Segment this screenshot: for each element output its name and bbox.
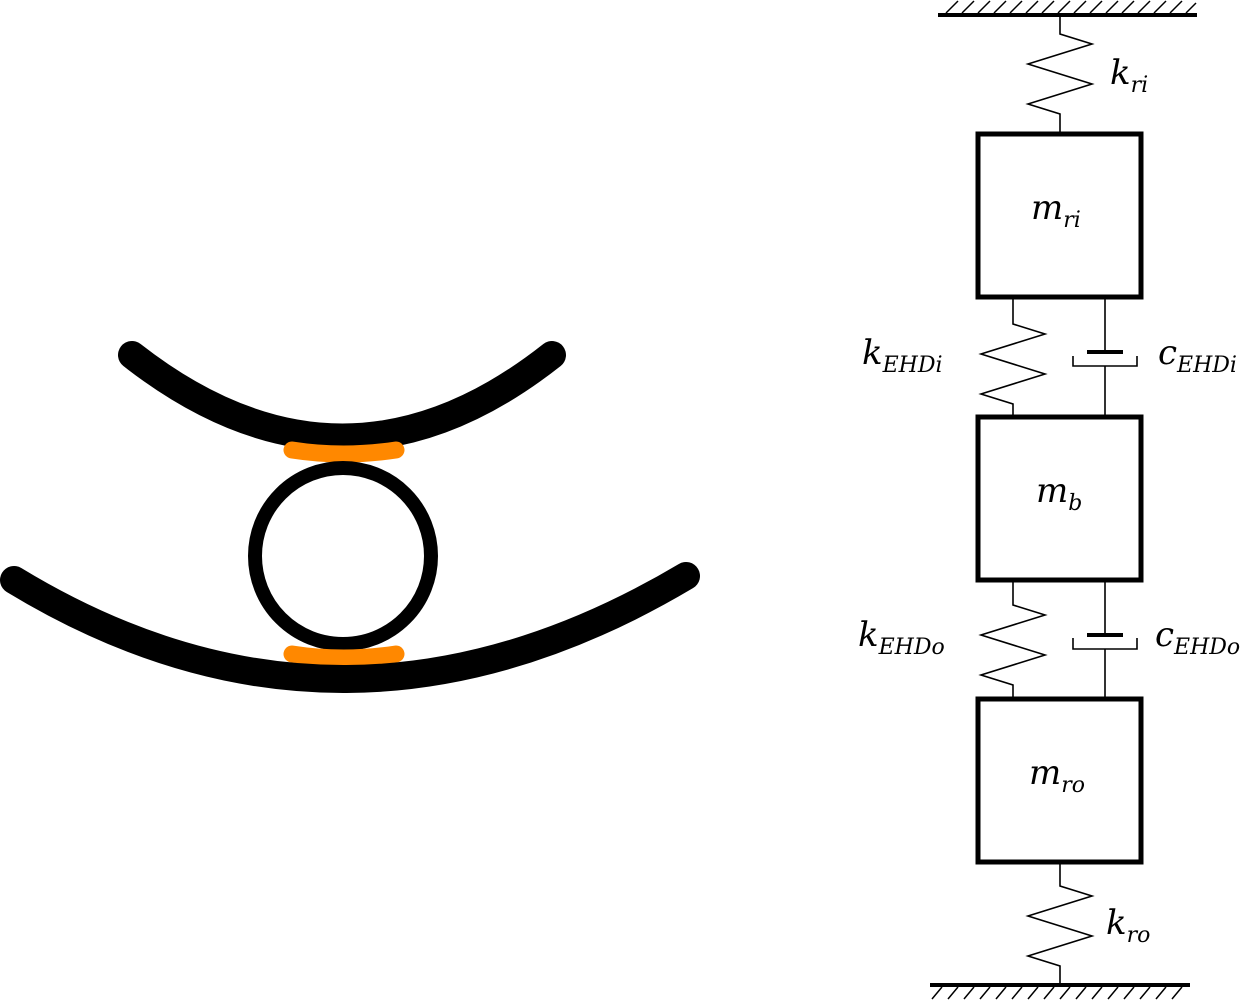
label-k-ri: kri bbox=[1110, 53, 1148, 98]
inner-contact-film bbox=[283, 441, 405, 463]
label-m-b: mb bbox=[1036, 471, 1082, 516]
label-k-ro: kro bbox=[1106, 903, 1150, 948]
label-m-ri: mri bbox=[1031, 188, 1081, 233]
bearing-sketch bbox=[0, 341, 700, 693]
label-k-ehdo: kEHDo bbox=[858, 615, 945, 660]
spring-k-ro bbox=[1025, 862, 1095, 985]
bottom-ground bbox=[930, 983, 1190, 1000]
rolling-ball bbox=[248, 461, 438, 651]
top-ground bbox=[938, 0, 1197, 17]
damper-c-ehdo bbox=[1072, 580, 1138, 699]
outer-contact-film bbox=[283, 645, 405, 667]
damper-c-ehdi bbox=[1072, 297, 1138, 417]
label-m-ro: mro bbox=[1029, 753, 1085, 798]
label-c-ehdi: cEHDi bbox=[1158, 333, 1237, 378]
spring-k-ehdo bbox=[978, 580, 1048, 699]
outer-race-arc bbox=[0, 562, 700, 693]
inner-race-arc bbox=[118, 341, 566, 452]
label-c-ehdo: cEHDo bbox=[1155, 615, 1240, 660]
label-k-ehdi: kEHDi bbox=[862, 333, 943, 378]
spring-k-ehdi bbox=[978, 297, 1048, 417]
spring-k-ri bbox=[1025, 15, 1095, 134]
mass-m-b bbox=[975, 414, 1144, 583]
mass-m-ri bbox=[975, 131, 1144, 300]
spring-mass-model bbox=[930, 0, 1197, 1000]
